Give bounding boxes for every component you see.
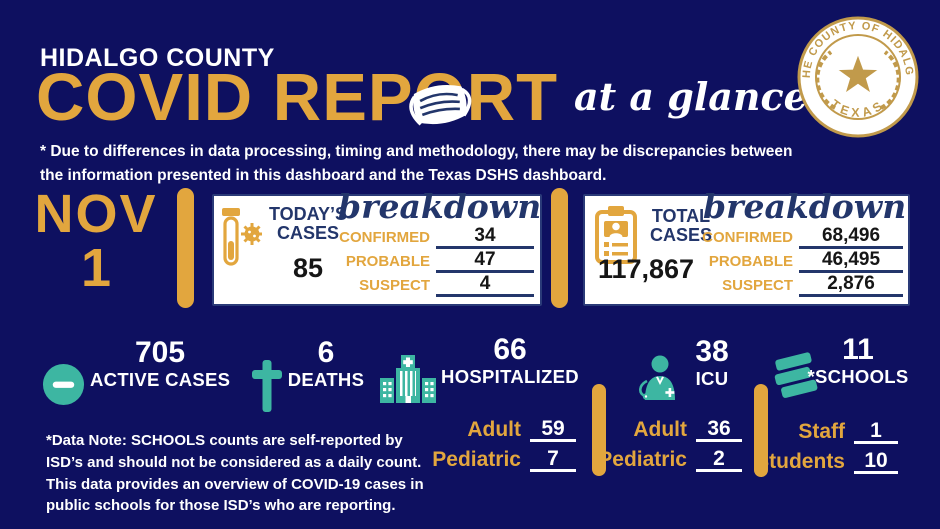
doctor-icon	[639, 355, 675, 400]
tagline: at a glance..	[574, 74, 835, 119]
icu-details: Adult 36 Pediatric 2	[598, 415, 742, 472]
total-cases-panel: TOTAL CASES 117,867 breakdown CONFIRMED 6…	[583, 187, 910, 306]
detail-row: Staff 1	[768, 417, 898, 444]
data-note: *Data Note: SCHOOLS counts are self-repo…	[46, 430, 426, 517]
deaths-label: DEATHS	[287, 369, 365, 390]
disclaimer-line-1: * Due to differences in data processing,…	[40, 143, 793, 160]
breakdown-row: SUSPECT 2,876	[685, 273, 903, 297]
breakdown-row: CONFIRMED 34	[318, 225, 534, 249]
data-note-line-1: *Data Note: SCHOOLS counts are self-repo…	[46, 432, 403, 449]
detail-row: Adult 36	[602, 415, 742, 442]
today-breakdown-rows: CONFIRMED 34 PROBABLE 47 SUSPECT 4	[318, 225, 534, 297]
active-cases-label: ACTIVE CASES	[90, 369, 231, 390]
detail-row: Pediatric 7	[432, 445, 576, 472]
cross-icon	[252, 360, 282, 412]
deaths-value: 6	[317, 336, 335, 369]
icu-label: ICU	[695, 368, 729, 389]
detail-row: Pediatric 2	[598, 445, 742, 472]
detail-row: Students 10	[755, 447, 898, 474]
todays-cases-panel: TODAY’S CASES 85 breakdown CONFIRMED 34 P…	[212, 187, 542, 306]
schools-stat: 11 *SCHOOLS	[806, 334, 910, 388]
total-cases-label: TOTAL CASES	[649, 206, 712, 245]
test-tube-virus-icon	[222, 208, 262, 266]
hospitalized-value: 66	[493, 333, 527, 366]
hospitalized-details: Adult 59 Pediatric 7	[432, 415, 576, 472]
todays-cases-label: TODAY’S CASES	[268, 204, 348, 243]
title-part-2: RT	[466, 60, 559, 135]
icu-stat: 38 ICU	[682, 336, 742, 390]
date-month: NOV	[34, 184, 158, 244]
divider-hospitalized-icu	[592, 384, 606, 476]
schools-value: 11	[842, 333, 874, 366]
data-note-line-2: ISD’s and should not be considered as a …	[46, 453, 422, 471]
hospital-icon	[380, 355, 436, 403]
breakdown-row: PROBABLE 47	[318, 249, 534, 273]
report-date: NOV 1	[16, 184, 176, 298]
books-stack-icon	[774, 352, 818, 398]
breakdown-row: PROBABLE 46,495	[685, 249, 903, 273]
icu-value: 38	[695, 335, 729, 368]
hidalgo-county-seal-icon: THE COUNTY OF HIDALGO TEXAS	[795, 14, 919, 138]
total-cases-value: 117,867	[597, 254, 695, 284]
disclaimer: * Due to differences in data processing,…	[40, 140, 793, 187]
total-breakdown-title: breakdown	[703, 187, 907, 226]
today-breakdown-title: breakdown	[338, 187, 542, 226]
minus-circle-icon	[42, 363, 85, 406]
page-title: COVID REPO RT	[36, 64, 558, 132]
breakdown-row: CONFIRMED 68,496	[685, 225, 903, 249]
schools-label: *SCHOOLS	[807, 366, 909, 387]
divider-boxes	[551, 188, 568, 308]
breakdown-row: SUSPECT 4	[318, 273, 534, 297]
disclaimer-line-2: the information presented in this dashbo…	[40, 166, 607, 184]
data-note-line-4: public schools for those ISD’s who are r…	[46, 497, 396, 515]
county-name: HIDALGO COUNTY	[40, 44, 275, 72]
active-cases-value: 705	[134, 336, 186, 369]
hospitalized-stat: 66 HOSPITALIZED	[440, 334, 580, 388]
deaths-stat: 6 DEATHS	[283, 337, 369, 391]
todays-cases-value: 85	[292, 253, 324, 283]
detail-row: Adult 59	[438, 415, 576, 442]
date-day: 1	[80, 238, 112, 298]
total-breakdown-rows: CONFIRMED 68,496 PROBABLE 46,495 SUSPECT 2,…	[685, 225, 903, 297]
face-mask-icon	[409, 84, 472, 126]
hospitalized-label: HOSPITALIZED	[441, 366, 579, 387]
data-note-line-3: This data provides an overview of COVID-…	[46, 475, 424, 493]
divider-icu-schools	[754, 384, 768, 477]
clipboard-icon	[595, 206, 637, 264]
title-part-1: COVID REP	[36, 60, 414, 135]
divider-date	[177, 188, 194, 308]
schools-details: Staff 1 Students 10	[755, 417, 898, 474]
active-cases-stat: 705 ACTIVE CASES	[90, 337, 230, 391]
title-letter-o: O	[409, 64, 472, 132]
